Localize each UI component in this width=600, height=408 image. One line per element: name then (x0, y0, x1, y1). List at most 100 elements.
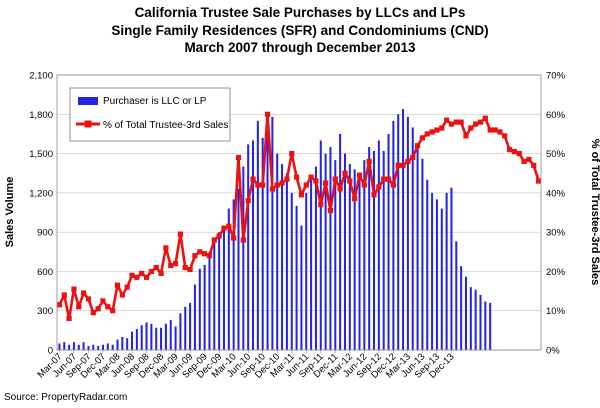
y2-tick-label: 50% (546, 149, 566, 160)
percent-marker (139, 270, 145, 276)
percent-marker (419, 135, 426, 141)
bar (72, 342, 75, 350)
percent-marker (361, 182, 367, 188)
bar (411, 127, 414, 350)
bar (77, 344, 80, 350)
percent-marker (506, 147, 513, 153)
percent-marker (245, 198, 251, 204)
bar (363, 160, 366, 350)
y-tick-label: 2,100 (29, 71, 53, 82)
percent-marker (269, 186, 275, 192)
percent-marker (202, 251, 208, 257)
bar (295, 205, 298, 350)
percent-marker (66, 315, 72, 322)
bar (310, 179, 313, 350)
y-tick-label: 1,800 (29, 110, 53, 121)
bar (82, 342, 85, 350)
percent-marker (308, 174, 314, 180)
bar (460, 266, 463, 350)
percent-marker (323, 180, 329, 186)
percent-marker (260, 182, 266, 188)
y2-tick-label: 10% (546, 306, 566, 317)
bar (377, 140, 380, 350)
bar (126, 338, 129, 350)
bar (343, 153, 346, 350)
percent-marker (250, 176, 256, 182)
y2-tick-label: 70% (546, 71, 566, 82)
percent-marker (303, 182, 309, 188)
percent-marker (521, 158, 527, 165)
bar (63, 342, 66, 350)
y2-tick-label: 20% (546, 267, 566, 278)
bar (92, 344, 95, 350)
bar (203, 264, 206, 350)
y-tick-label: 1,200 (29, 188, 53, 199)
percent-marker (197, 249, 203, 255)
percent-marker (371, 192, 377, 198)
bar (271, 116, 274, 351)
percent-marker (61, 292, 67, 298)
bar (184, 306, 187, 350)
chart-title-line-1: California Trustee Sale Purchases by LLC… (134, 5, 466, 20)
bar (135, 329, 138, 350)
bar (285, 173, 288, 350)
bar (300, 225, 303, 350)
bar (116, 339, 119, 350)
chart-title-line-2: Single Family Residences (SFR) and Condo… (111, 22, 489, 38)
bar (276, 153, 279, 350)
percent-marker (264, 111, 271, 117)
bar (479, 295, 482, 350)
percent-marker (76, 304, 82, 310)
y2-tick-label: 40% (546, 188, 566, 199)
bar (445, 192, 448, 350)
percent-marker (124, 284, 130, 290)
percent-marker (221, 225, 227, 231)
bar (247, 144, 250, 350)
y-tick-label: 0 (48, 346, 53, 357)
percent-marker (448, 121, 455, 127)
percent-marker (439, 125, 445, 131)
percent-marker (429, 129, 435, 135)
percent-marker (502, 133, 508, 139)
bar (193, 284, 196, 350)
percent-marker (492, 127, 498, 133)
chart-title-line-3: March 2007 through December 2013 (184, 40, 416, 55)
percent-marker (526, 156, 532, 163)
bar (464, 276, 467, 350)
bar (155, 327, 158, 350)
percent-marker (110, 308, 116, 314)
percent-marker (434, 127, 440, 133)
percent-marker (385, 176, 392, 182)
bar (213, 242, 216, 350)
bar (290, 192, 293, 350)
bar (232, 199, 235, 350)
bar (111, 344, 114, 350)
bar (397, 114, 400, 350)
percent-marker (177, 231, 184, 237)
percent-marker (395, 162, 401, 168)
percent-marker (410, 154, 416, 161)
percent-marker (90, 310, 96, 316)
percent-marker (129, 272, 135, 278)
percent-marker (85, 296, 92, 302)
percent-marker (347, 178, 353, 184)
bar (252, 140, 255, 350)
bar (179, 313, 182, 350)
percent-marker (105, 304, 111, 310)
percent-marker (487, 127, 493, 133)
percent-marker (356, 172, 363, 178)
percent-marker (119, 292, 125, 298)
bar (121, 336, 124, 350)
percent-marker (497, 129, 503, 135)
y-tick-label: 1,500 (29, 149, 53, 160)
y2-tick-label: 30% (546, 228, 566, 239)
bar (87, 346, 90, 350)
percent-marker (473, 121, 479, 127)
bar (314, 166, 317, 350)
bar (145, 322, 148, 350)
percent-marker (143, 274, 150, 280)
percent-marker (255, 182, 261, 188)
bar (421, 158, 424, 350)
percent-marker (444, 117, 450, 123)
bar-series (58, 109, 492, 351)
